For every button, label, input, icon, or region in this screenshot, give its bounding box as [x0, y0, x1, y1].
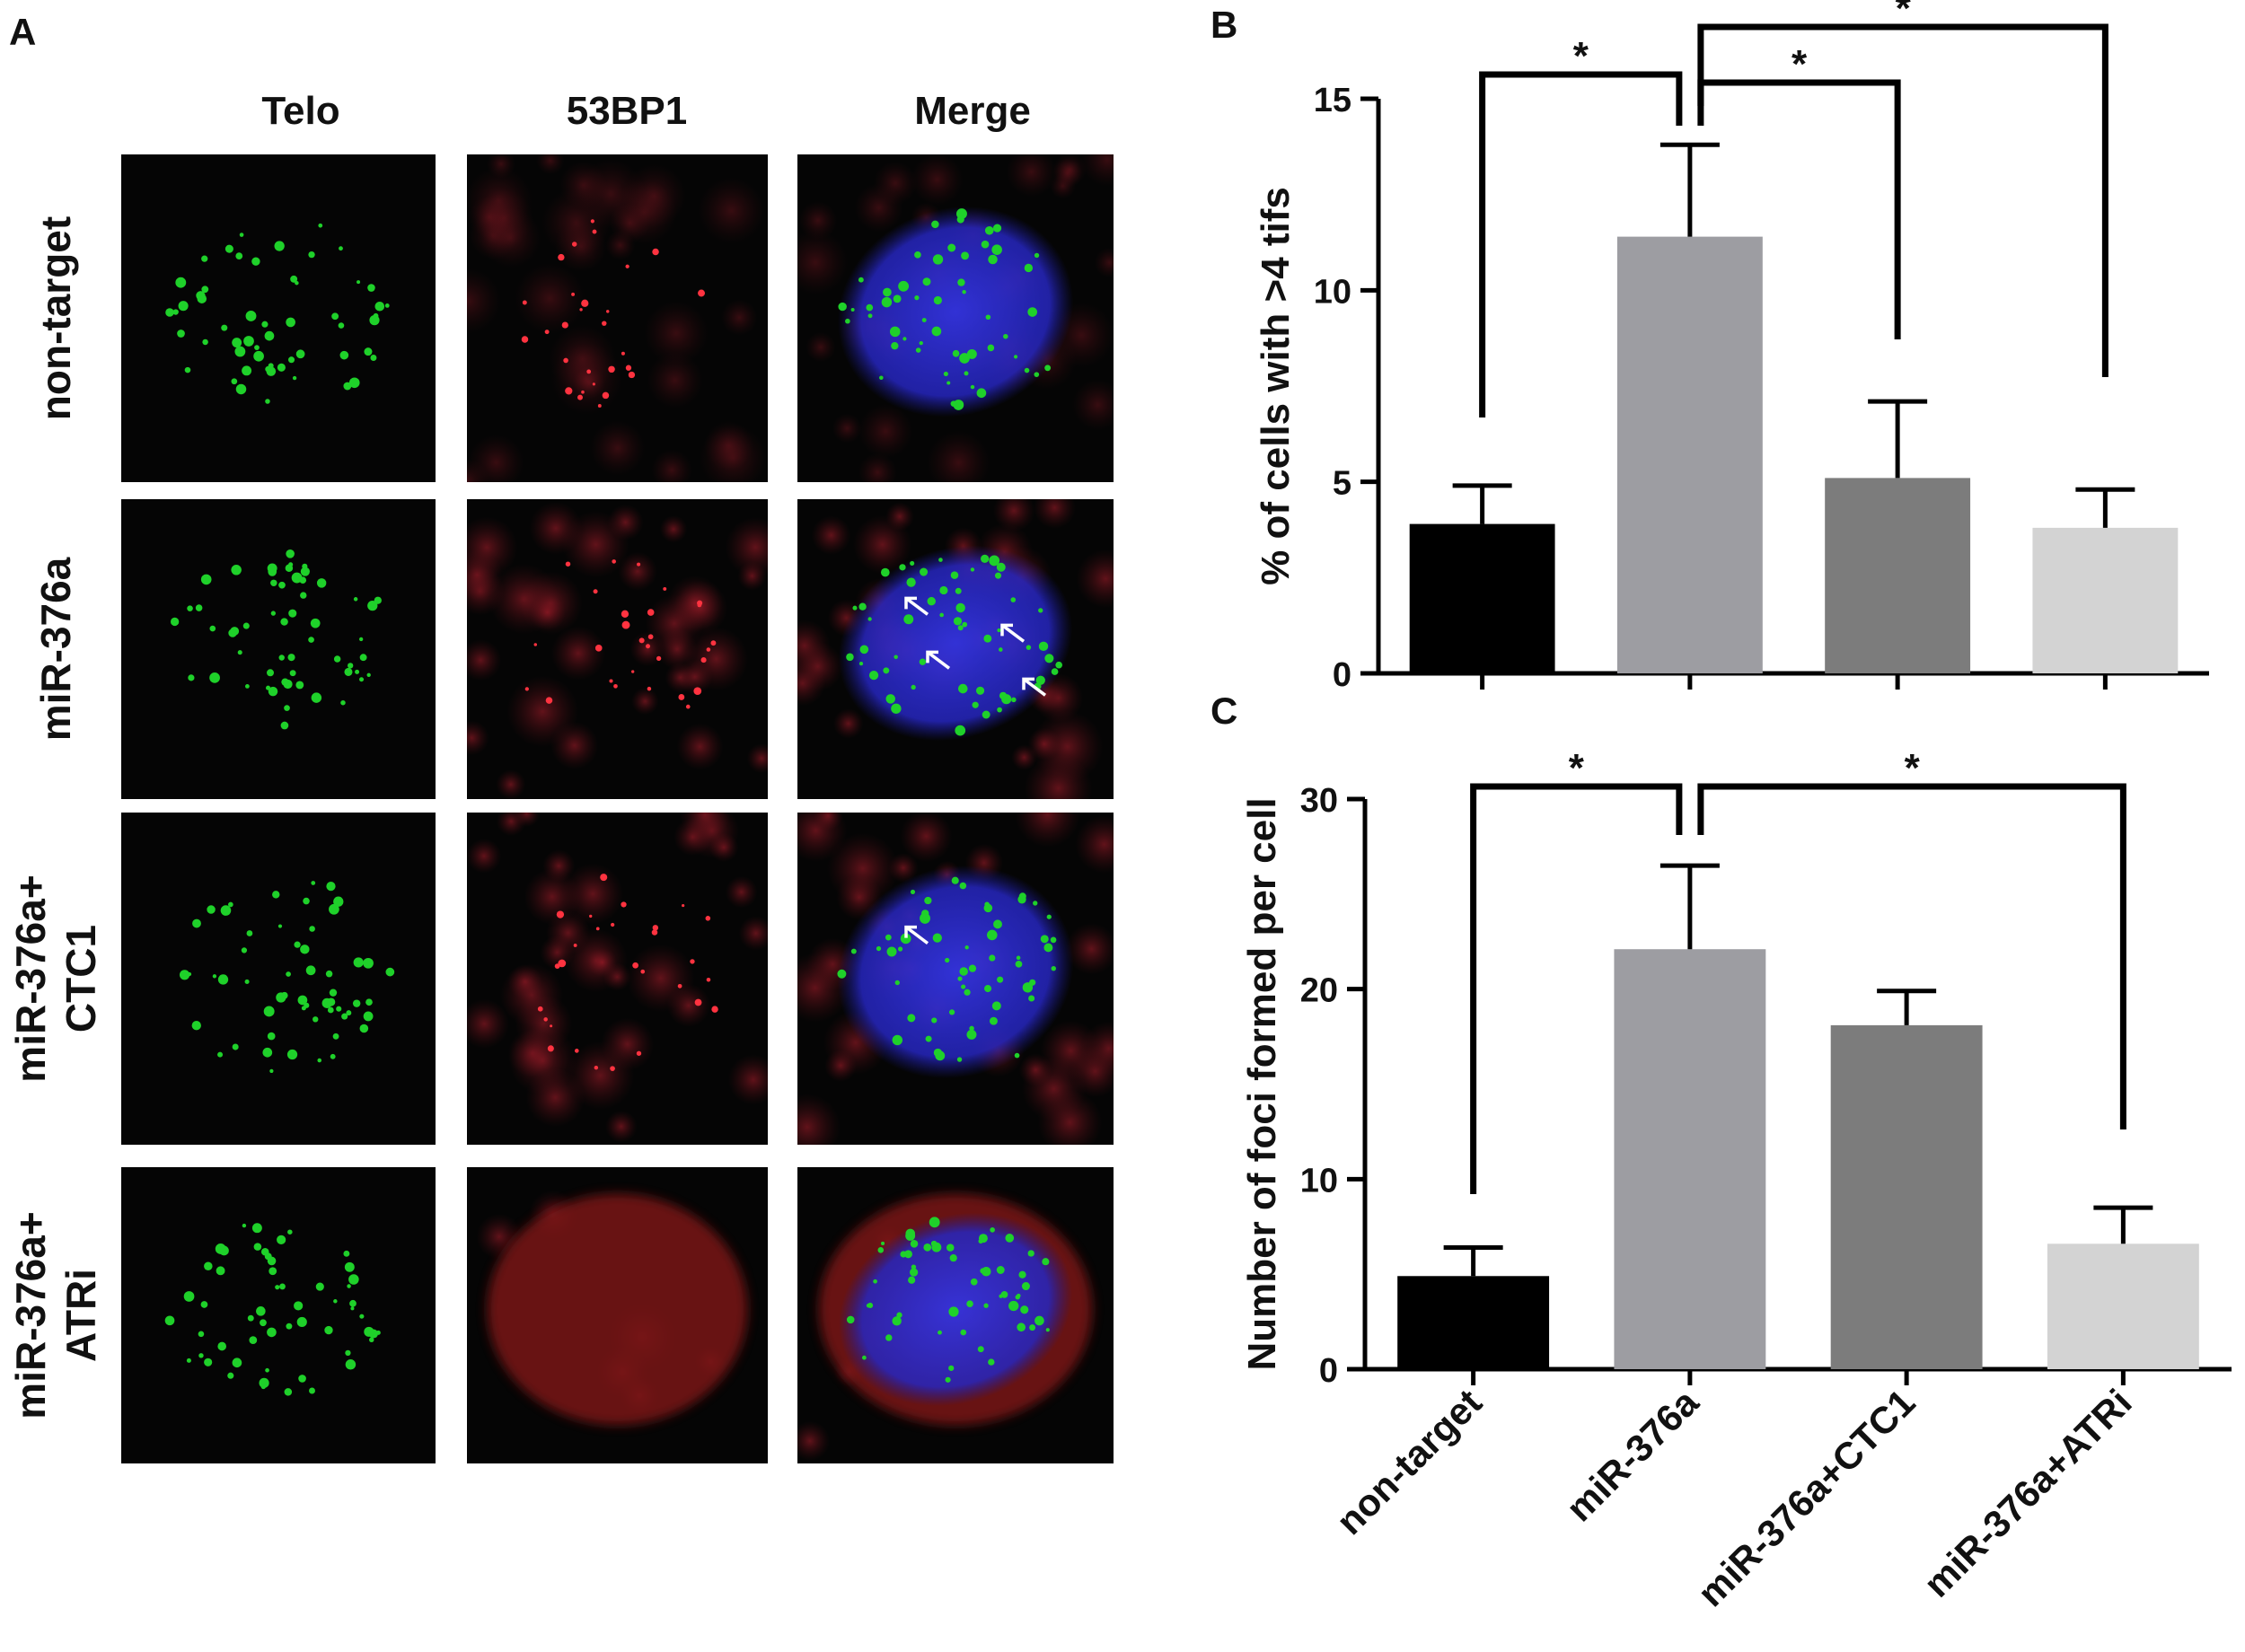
row-label-line: miR-376a+: [7, 874, 54, 1082]
y-tick-label: 15: [1314, 82, 1351, 119]
image-tile-r2-c1: [467, 813, 768, 1145]
image-tile-r0-c1: [467, 154, 768, 482]
image-tile-r1-c1: [467, 499, 768, 799]
panel-label-c: C: [1211, 690, 1237, 732]
y-tick-label: 0: [1319, 1352, 1338, 1390]
row-label-line: miR-376a: [32, 557, 79, 741]
bar-miR-376a: [1616, 236, 1763, 673]
image-tile-r1-c2: [797, 499, 1114, 799]
significance-star: *: [1896, 0, 1912, 31]
significance-bracket: [1470, 783, 1683, 1194]
image-tile-r2-c0: [121, 813, 436, 1145]
y-tick-label: 10: [1300, 1162, 1338, 1199]
panel-label-b: B: [1211, 4, 1237, 46]
image-tile-r0-c0: [121, 154, 436, 482]
significance-star: *: [1569, 746, 1585, 790]
y-axis-label: % of cells with >4 tifs: [1254, 187, 1298, 585]
row-label-0: non-target: [32, 216, 79, 420]
significance-bracket: [1697, 23, 2109, 377]
image-tile-r2-c2: [797, 813, 1114, 1145]
arrow-marker: [926, 650, 951, 670]
significance-star: *: [1573, 34, 1589, 78]
column-header-1: 53BP1: [567, 89, 688, 133]
row-label-2: miR-376a+CTC1: [7, 874, 104, 1082]
y-tick-label: 10: [1314, 273, 1351, 311]
bar-miR-376a+CTC1: [1825, 478, 1971, 673]
y-tick-label: 20: [1300, 972, 1338, 1010]
image-tile-r3-c0: [121, 1167, 436, 1463]
row-label-line: non-target: [32, 216, 79, 420]
y-tick-label: 5: [1333, 465, 1351, 503]
arrow-marker: [904, 925, 929, 945]
x-tick-label: non-target: [1328, 1381, 1490, 1542]
x-tick-label: miR-376a+ATRi: [1915, 1381, 2140, 1605]
row-label-line: ATRi: [57, 1269, 104, 1362]
bar-miR-376a: [1614, 949, 1766, 1369]
column-header-2: Merge: [914, 89, 1031, 133]
row-label-line: miR-376a+: [7, 1211, 54, 1419]
significance-bracket: [1479, 71, 1683, 417]
arrow-marker: [1022, 677, 1047, 697]
row-label-3: miR-376a+ATRi: [7, 1211, 104, 1419]
bar-miR-376a+ATRi: [2032, 527, 2179, 673]
y-tick-label: 30: [1300, 782, 1338, 820]
column-header-0: Telo: [261, 89, 339, 133]
y-axis-label: Number of foci formed per cell: [1240, 797, 1284, 1370]
image-tile-r3-c1: [467, 1167, 768, 1463]
arrow-marker: [904, 596, 929, 616]
bar-non-target: [1397, 1276, 1550, 1369]
y-tick-label: 0: [1333, 656, 1351, 694]
bar-non-target: [1409, 523, 1555, 673]
image-tile-r1-c0: [121, 499, 436, 799]
image-tile-r3-c2: [797, 1167, 1114, 1463]
chart-b: 0 5 10 15 % of cells with >4 tifs * * *: [1254, 0, 2209, 694]
row-label-line: CTC1: [57, 925, 104, 1032]
significance-star: *: [1905, 746, 1921, 790]
x-tick-label: miR-376a: [1558, 1381, 1707, 1530]
x-tick-label: miR-376a+CTC1: [1689, 1381, 1923, 1614]
arrow-marker: [1000, 623, 1026, 643]
bar-miR-376a+ATRi: [2047, 1243, 2199, 1369]
panel-label-a: A: [9, 11, 36, 53]
microscopy-grid: Telo 53BP1 Merge non-target miR-376a miR-376a…: [7, 89, 1114, 1463]
image-tile-r0-c2: [797, 154, 1114, 482]
significance-star: *: [1792, 42, 1808, 86]
significance-bracket: [1697, 783, 2126, 1129]
chart-c: 0 10 20 30 Number of foci formed per cell non…: [1240, 746, 2232, 1614]
row-label-1: miR-376a: [32, 557, 79, 741]
bar-miR-376a+CTC1: [1830, 1024, 1983, 1369]
